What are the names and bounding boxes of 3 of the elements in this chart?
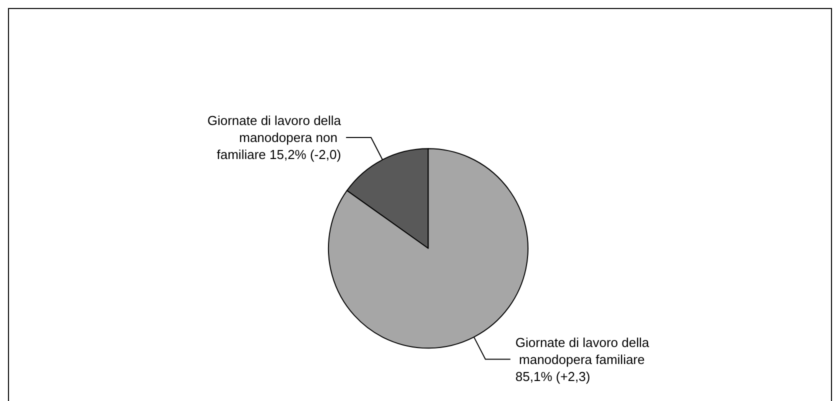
- slice-label: Giornate di lavoro della manodopera familiare: [515, 334, 650, 367]
- slice-label: Giornate di lavoro della manodopera non familiare 15,2% (-2,0): [207, 113, 342, 162]
- data-label: 85,1% (+2,3): [515, 368, 590, 384]
